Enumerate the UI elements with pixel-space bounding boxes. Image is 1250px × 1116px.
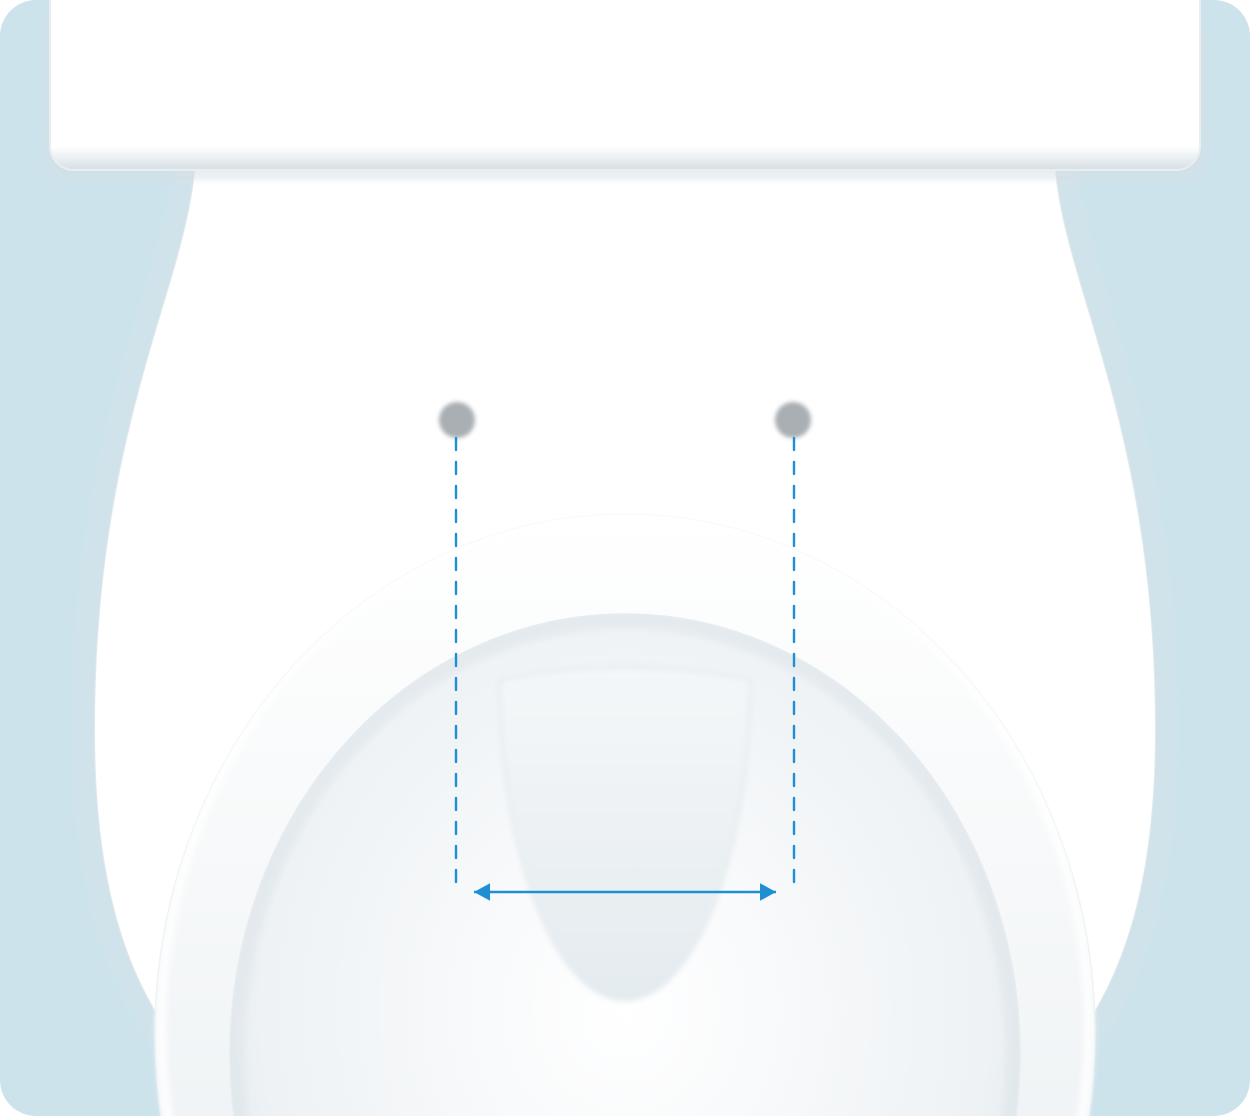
mounting-hole-right — [775, 402, 811, 438]
toilet-tank — [50, 0, 1200, 170]
diagram-canvas — [0, 0, 1250, 1116]
toilet-diagram — [0, 0, 1250, 1116]
mounting-hole-left — [439, 402, 475, 438]
